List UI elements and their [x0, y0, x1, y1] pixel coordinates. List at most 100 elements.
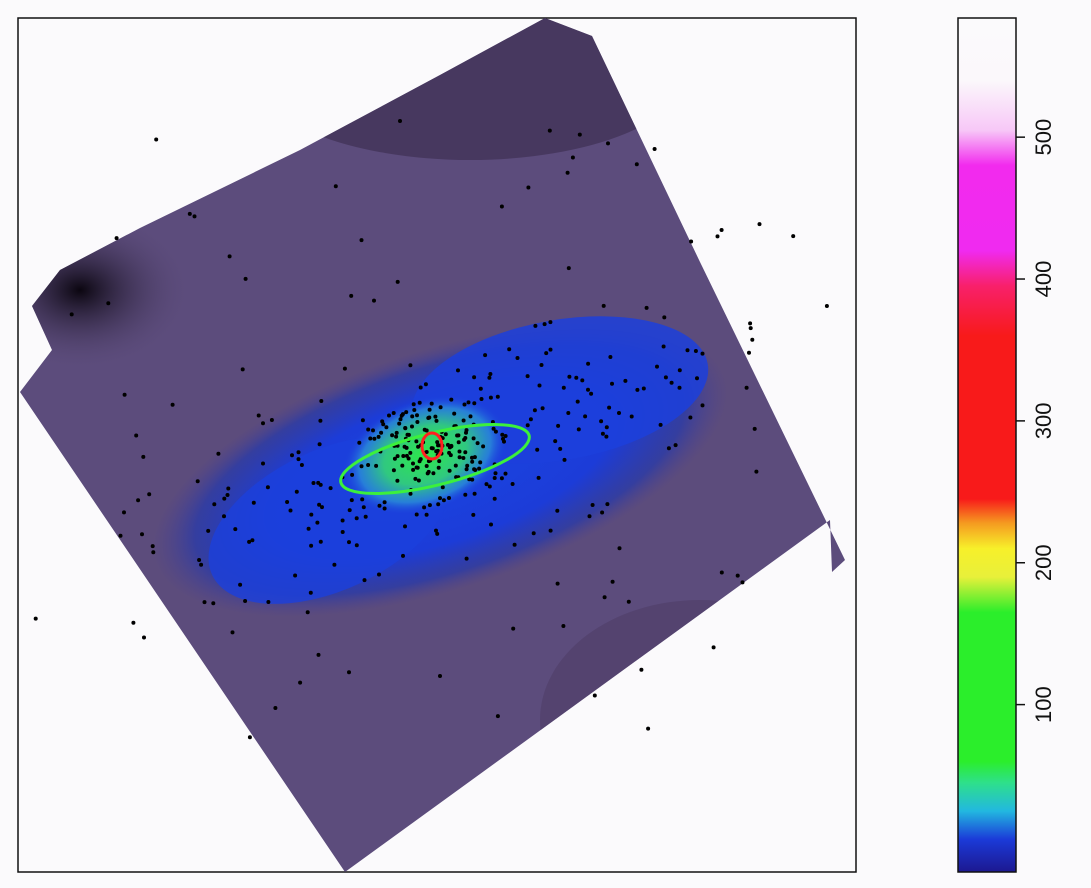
point [318, 539, 323, 544]
point [211, 601, 216, 606]
point [528, 417, 533, 422]
point [590, 503, 595, 507]
point [617, 411, 621, 415]
point [542, 322, 547, 327]
point [470, 459, 475, 464]
point [449, 397, 454, 402]
point [511, 626, 516, 631]
point [471, 512, 476, 517]
point [479, 397, 484, 401]
point [700, 351, 705, 356]
point [574, 375, 579, 380]
point [652, 147, 657, 151]
point [587, 514, 592, 519]
point [437, 459, 442, 464]
point [315, 520, 320, 525]
point [464, 428, 469, 433]
point [151, 550, 156, 555]
point [187, 211, 192, 216]
point [580, 378, 585, 383]
point [426, 416, 431, 420]
point [403, 524, 407, 529]
point [131, 620, 136, 625]
point [488, 372, 493, 376]
point [403, 426, 408, 431]
point [395, 279, 400, 284]
point [222, 496, 227, 501]
point [417, 400, 422, 405]
point [462, 402, 467, 407]
point [566, 266, 571, 271]
point [500, 432, 505, 437]
point [441, 498, 446, 503]
point [434, 528, 438, 533]
point [555, 581, 560, 586]
point [447, 496, 451, 500]
point [340, 518, 345, 523]
point [296, 457, 301, 462]
point [484, 482, 489, 487]
point [363, 514, 368, 519]
point [238, 582, 243, 587]
point [677, 368, 682, 373]
point [197, 558, 202, 562]
point [379, 430, 384, 435]
point [558, 446, 563, 451]
point [436, 465, 441, 470]
point [688, 415, 693, 420]
point [448, 453, 453, 458]
point [438, 405, 443, 410]
point [434, 418, 439, 423]
point [416, 478, 421, 483]
point [380, 419, 385, 424]
point [602, 595, 607, 600]
point [308, 590, 313, 595]
point [424, 512, 429, 517]
point [457, 455, 462, 460]
point [695, 376, 699, 381]
point [440, 485, 445, 490]
point [493, 471, 498, 476]
point [366, 463, 371, 467]
point [626, 599, 631, 604]
point [384, 425, 389, 430]
point [562, 457, 567, 462]
point [424, 428, 429, 433]
points [33, 119, 829, 740]
point [478, 386, 483, 391]
point [693, 349, 698, 353]
point [471, 436, 476, 441]
point [202, 600, 207, 605]
point [293, 573, 298, 578]
point [669, 380, 674, 385]
point [394, 430, 399, 435]
point [491, 426, 496, 431]
point [424, 450, 429, 454]
point [525, 423, 530, 428]
point [548, 320, 553, 325]
point [555, 508, 560, 513]
point [361, 505, 366, 510]
point [359, 238, 364, 243]
point [404, 445, 409, 450]
point [371, 428, 375, 433]
point [360, 418, 365, 423]
point [387, 413, 391, 418]
point [412, 408, 417, 412]
point [400, 463, 405, 468]
point [639, 667, 644, 672]
point [142, 635, 146, 640]
point [623, 378, 628, 383]
point [406, 432, 411, 437]
point [266, 600, 271, 604]
point [391, 468, 396, 473]
point [447, 468, 452, 473]
point [374, 463, 379, 468]
point [317, 442, 322, 447]
point [318, 418, 323, 423]
point [227, 254, 232, 259]
point [170, 402, 175, 407]
point [456, 433, 461, 438]
point [605, 502, 610, 507]
